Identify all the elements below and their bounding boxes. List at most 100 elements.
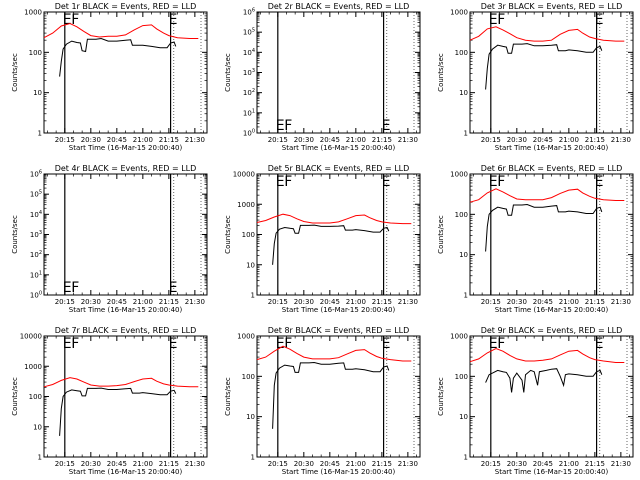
x-tick-label: 20:30 <box>294 298 314 306</box>
x-tick-label: 20:15 <box>55 298 75 306</box>
x-tick-label: 21:00 <box>346 298 366 306</box>
event-marker-label: F <box>284 336 292 352</box>
x-tick-label: 21:30 <box>398 460 418 468</box>
chart-title: Det 7r BLACK = Events, RED = LLD <box>55 326 197 335</box>
x-axis-label: Start Time (16-Mar-15 20:00:40) <box>495 306 609 314</box>
y-tick-label: 101 <box>30 270 42 279</box>
lld-series-line <box>469 26 625 42</box>
y-tick-label: 100 <box>455 373 468 381</box>
y-tick-label: 100 <box>243 129 255 138</box>
chart-panel: Det 2r BLACK = Events, RED = LLD 100 101 10… <box>224 2 421 152</box>
y-axis-label: Counts/sec <box>11 377 19 416</box>
x-tick-label: 20:15 <box>55 460 75 468</box>
y-tick-label: 104 <box>30 210 42 219</box>
y-tick-label: 102 <box>243 88 255 97</box>
lld-series-line <box>43 22 199 39</box>
chart-title: Det 5r BLACK = Events, RED = LLD <box>268 164 410 173</box>
y-tick-label: 103 <box>243 68 255 77</box>
y-axis-label: Counts/sec <box>224 377 232 416</box>
x-tick-label: 20:45 <box>107 136 127 144</box>
events-series-line <box>272 224 390 265</box>
x-tick-label: 20:30 <box>507 460 527 468</box>
y-tick-label: 10 <box>33 89 42 97</box>
y-tick-label: 106 <box>30 170 42 179</box>
x-tick-label: 21:00 <box>133 136 153 144</box>
event-marker-label: E <box>63 12 72 28</box>
x-tick-label: 21:30 <box>398 136 418 144</box>
chart-title: Det 6r BLACK = Events, RED = LLD <box>481 164 623 173</box>
x-tick-label: 20:15 <box>481 136 501 144</box>
lld-series-line <box>469 188 625 203</box>
x-axis-label: Start Time (16-Mar-15 20:00:40) <box>69 306 183 314</box>
y-tick-label: 106 <box>243 8 255 17</box>
plot-frame <box>469 173 634 296</box>
x-tick-label: 21:00 <box>559 298 579 306</box>
event-marker-label: F <box>497 12 505 28</box>
y-tick-label: 10 <box>246 261 255 269</box>
lld-series-line <box>43 377 199 388</box>
y-tick-label: 1 <box>38 130 42 138</box>
plot-frame <box>256 173 421 296</box>
x-tick-label: 20:45 <box>107 460 127 468</box>
y-tick-label: 1 <box>464 130 468 138</box>
x-tick-label: 21:30 <box>185 460 205 468</box>
y-axis-label: Counts/sec <box>224 53 232 92</box>
x-tick-label: 20:30 <box>81 298 101 306</box>
y-tick-label: 10 <box>246 413 255 421</box>
event-marker-label: E <box>63 336 72 352</box>
event-marker-label: E <box>595 12 604 28</box>
y-tick-label: 1000 <box>450 333 468 341</box>
x-tick-label: 21:00 <box>346 136 366 144</box>
x-tick-label: 21:15 <box>585 298 605 306</box>
x-tick-label: 20:15 <box>481 460 501 468</box>
chart-panel: Det 9r BLACK = Events, RED = LLD 1 10 100 10… <box>437 326 634 476</box>
lld-series-line <box>469 347 625 363</box>
events-series-line <box>59 37 177 77</box>
x-axis-label: Start Time (16-Mar-15 20:00:40) <box>495 468 609 476</box>
event-marker-label: E <box>169 336 178 352</box>
lld-series-line <box>256 213 412 225</box>
x-tick-label: 20:30 <box>507 136 527 144</box>
event-marker-label: E <box>63 280 72 296</box>
chart-panel: Det 4r BLACK = Events, RED = LLD 100 101 10… <box>11 164 208 314</box>
y-tick-label: 100 <box>455 49 468 57</box>
x-tick-label: 21:15 <box>159 136 179 144</box>
y-tick-label: 1000 <box>24 363 42 371</box>
events-series-line <box>272 361 390 429</box>
x-tick-label: 20:45 <box>533 298 553 306</box>
x-tick-label: 20:30 <box>294 136 314 144</box>
y-tick-label: 1 <box>38 454 42 462</box>
x-tick-label: 21:15 <box>159 460 179 468</box>
y-tick-label: 10000 <box>20 333 42 341</box>
x-tick-label: 21:30 <box>611 136 631 144</box>
x-axis-label: Start Time (16-Mar-15 20:00:40) <box>282 306 396 314</box>
x-tick-label: 20:15 <box>268 298 288 306</box>
plot-frame <box>469 11 634 134</box>
plot-frame <box>256 11 421 134</box>
events-series-line <box>485 368 603 393</box>
event-marker-label: E <box>382 336 391 352</box>
x-tick-label: 20:30 <box>81 460 101 468</box>
chart-title: Det 3r BLACK = Events, RED = LLD <box>481 2 623 11</box>
x-tick-label: 21:30 <box>611 460 631 468</box>
x-tick-label: 21:00 <box>559 460 579 468</box>
events-series-line <box>485 43 603 90</box>
chart-title: Det 8r BLACK = Events, RED = LLD <box>268 326 410 335</box>
x-tick-label: 20:45 <box>320 460 340 468</box>
y-axis-label: Counts/sec <box>437 215 445 254</box>
event-marker-label: E <box>276 336 285 352</box>
x-tick-label: 21:15 <box>372 136 392 144</box>
event-marker-label: F <box>284 118 292 134</box>
y-tick-label: 10 <box>459 413 468 421</box>
y-tick-label: 1000 <box>237 333 255 341</box>
plot-frame <box>43 335 208 458</box>
y-tick-label: 105 <box>243 28 255 37</box>
x-tick-label: 20:15 <box>481 298 501 306</box>
y-tick-label: 100 <box>242 231 255 239</box>
x-tick-label: 21:30 <box>185 136 205 144</box>
y-tick-label: 1 <box>251 292 255 300</box>
plot-frame <box>43 173 208 296</box>
event-marker-label: E <box>382 118 391 134</box>
x-tick-label: 20:45 <box>107 298 127 306</box>
